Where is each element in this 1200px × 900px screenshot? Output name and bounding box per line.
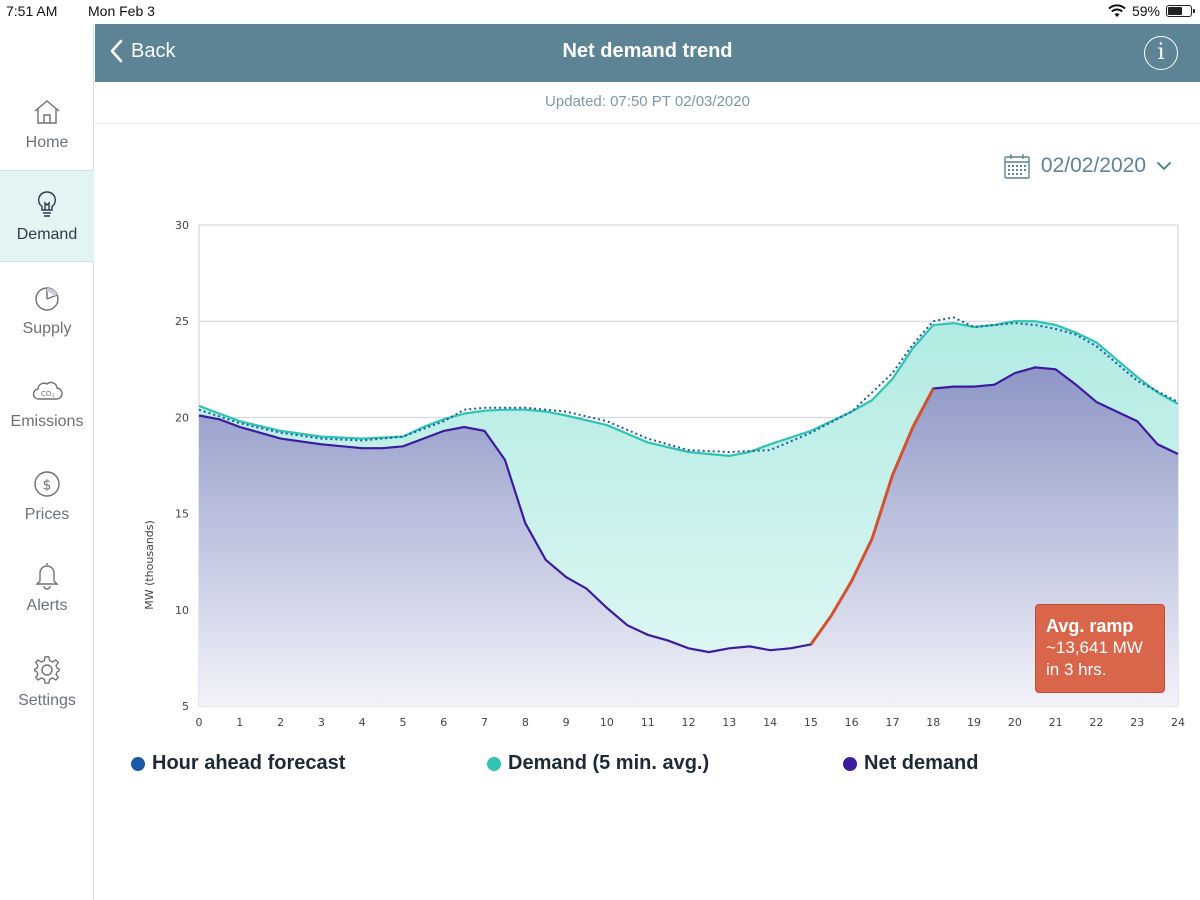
x-tick-label: 21 [1049, 716, 1063, 729]
sidebar-item-label: Prices [24, 506, 70, 523]
sidebar-item-alerts[interactable]: Alerts [0, 541, 94, 633]
sidebar-item-home[interactable]: Home [0, 78, 94, 170]
x-tick-label: 24 [1171, 716, 1185, 729]
legend-item-net-demand[interactable]: Net demand [843, 752, 978, 775]
date-selector[interactable]: 02/02/2020 [1003, 152, 1172, 180]
x-tick-label: 9 [563, 716, 570, 729]
y-tick-label: 25 [175, 315, 189, 328]
y-tick-label: 30 [175, 219, 189, 232]
x-tick-label: 7 [481, 716, 488, 729]
page-title: Net demand trend [562, 40, 733, 62]
legend-item-demand[interactable]: Demand (5 min. avg.) [487, 752, 709, 775]
net-demand-line [198, 366, 1179, 654]
status-time: 7:51 AM [6, 3, 58, 19]
pie-chart-icon [35, 287, 59, 311]
status-right: 59% [1108, 3, 1195, 19]
legend-dot [131, 756, 145, 771]
x-tick-label: 18 [926, 716, 940, 729]
x-tick-label: 8 [522, 716, 529, 729]
calendar-icon [1004, 154, 1030, 179]
co2-cloud-icon: CO 2 [32, 381, 63, 400]
battery-icon [1166, 5, 1195, 17]
y-tick-label: 5 [182, 700, 189, 713]
sidebar-item-label: Settings [18, 692, 76, 709]
x-tick-label: 12 [682, 716, 696, 729]
x-tick-label: 20 [1008, 716, 1022, 729]
legend-item-forecast[interactable]: Hour ahead forecast [131, 752, 345, 775]
legend-label: Demand (5 min. avg.) [508, 752, 710, 774]
ramp-duration: in 3 hrs. [1046, 660, 1107, 679]
net-demand-area [199, 367, 1178, 706]
sidebar-item-supply[interactable]: Supply [0, 264, 94, 356]
legend-dot [487, 756, 501, 771]
x-tick-label: 15 [804, 716, 818, 729]
x-tick-label: 14 [763, 716, 777, 729]
legend-dot [843, 756, 857, 771]
y-tick-label: 10 [175, 604, 189, 617]
x-tick-label: 0 [196, 716, 203, 729]
sidebar-item-label: Demand [16, 226, 78, 243]
net-demand-chart: 5 10 15 20 25 30 0 1 2 3 4 5 6 7 8 9 10 11 12 13 14 15 16 17 18 1… [95, 200, 1200, 740]
ramp-value: ~13,641 MW [1046, 638, 1143, 657]
ramp-line [809, 387, 935, 646]
y-tick-label: 15 [175, 508, 189, 521]
bell-icon [35, 563, 59, 590]
header-bar: Back Net demand trend i [95, 24, 1200, 82]
x-tick-label: 19 [967, 716, 981, 729]
x-tick-label: 5 [399, 716, 406, 729]
dollar-icon: $ [34, 471, 60, 497]
info-button[interactable]: i [1144, 36, 1178, 70]
battery-percent: 59% [1131, 3, 1160, 19]
status-bar: 7:51 AM Mon Feb 3 59% [0, 0, 1200, 24]
x-tick-label: 16 [845, 716, 859, 729]
sidebar-item-demand[interactable]: Demand [0, 170, 94, 262]
legend-label: Net demand [864, 752, 979, 774]
x-tick-label: 6 [440, 716, 447, 729]
x-tick-label: 17 [885, 716, 899, 729]
x-tick-label: 1 [236, 716, 243, 729]
x-tick-label: 2 [277, 716, 284, 729]
x-tick-label: 10 [600, 716, 614, 729]
back-label: Back [131, 39, 176, 62]
status-date: Mon Feb 3 [88, 3, 155, 19]
updated-timestamp: Updated: 07:50 PT 02/03/2020 [95, 82, 1200, 124]
ramp-annotation: Avg. ramp ~13,641 MW in 3 hrs. [1035, 604, 1165, 693]
chevron-down-icon [1157, 162, 1171, 171]
legend-label: Hour ahead forecast [152, 752, 346, 774]
svg-text:CO: CO [41, 390, 52, 398]
wifi-icon [1108, 4, 1126, 17]
lightbulb-icon [37, 191, 57, 217]
sidebar-item-label: Emissions [10, 413, 84, 430]
sidebar-item-label: Alerts [26, 597, 68, 614]
x-tick-label: 23 [1130, 716, 1144, 729]
x-tick-label: 4 [359, 716, 366, 729]
back-button[interactable]: Back [109, 39, 175, 63]
ramp-title: Avg. ramp [1046, 616, 1134, 636]
sidebar-item-label: Supply [22, 320, 72, 337]
sidebar-item-label: Home [25, 134, 69, 151]
svg-text:2: 2 [52, 393, 55, 398]
x-tick-label: 11 [641, 716, 655, 729]
svg-text:$: $ [43, 478, 52, 494]
date-value: 02/02/2020 [1040, 154, 1146, 177]
sidebar-item-settings[interactable]: Settings [0, 636, 94, 728]
x-tick-label: 22 [1089, 716, 1103, 729]
chevron-left-icon [110, 39, 123, 63]
x-tick-label: 13 [722, 716, 736, 729]
home-icon [34, 100, 60, 124]
y-tick-label: 20 [175, 411, 189, 424]
sidebar-item-emissions[interactable]: CO 2 Emissions [0, 357, 94, 449]
demand-line [198, 320, 1179, 458]
x-tick-label: 3 [318, 716, 325, 729]
sidebar-item-prices[interactable]: $ Prices [0, 450, 94, 542]
sidebar: Home Demand Supply CO 2 Emissions $ Pric… [0, 24, 94, 900]
gear-icon [34, 656, 60, 684]
y-axis-label: MW (thousands) [143, 520, 156, 610]
